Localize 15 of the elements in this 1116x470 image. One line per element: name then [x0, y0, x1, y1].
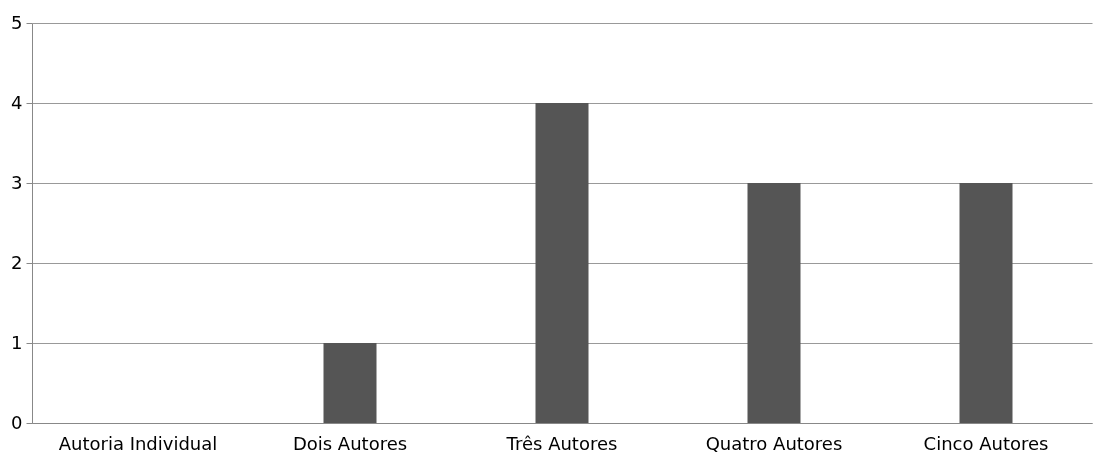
y-tick-label: 0: [11, 411, 23, 433]
y-tick-label: 3: [11, 171, 23, 193]
x-tick-label: Autoria Individual: [58, 432, 218, 454]
y-tick-label: 5: [11, 11, 23, 33]
y-tick-label: 1: [11, 331, 23, 353]
bar: [535, 103, 589, 423]
y-tick-label: 4: [11, 91, 23, 113]
bar: [323, 343, 377, 423]
bar: [959, 183, 1013, 423]
bar: [747, 183, 801, 423]
x-tick-label: Dois Autores: [292, 432, 408, 454]
x-tick-label: Três Autores: [505, 432, 618, 454]
x-tick-label: Quatro Autores: [705, 432, 843, 454]
x-tick-label: Cinco Autores: [923, 432, 1049, 454]
y-tick-label: 2: [11, 251, 23, 273]
